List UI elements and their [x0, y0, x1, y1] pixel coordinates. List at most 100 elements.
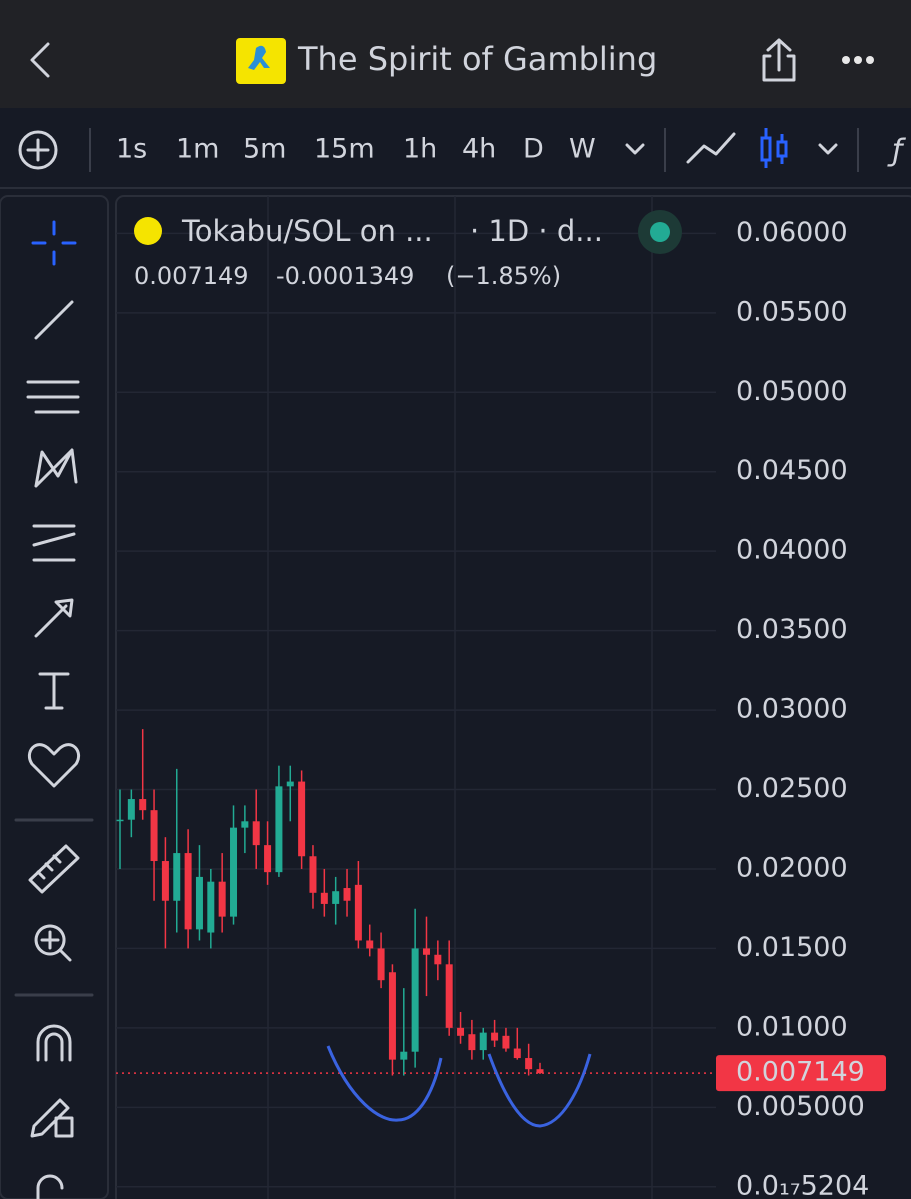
- y-tick-label: 0.02000: [736, 852, 848, 883]
- last-price-tag-label: 0.007149: [736, 1057, 865, 1088]
- candle-body: [525, 1058, 533, 1070]
- more-button[interactable]: [842, 56, 874, 64]
- interval-button[interactable]: 15m: [314, 134, 375, 165]
- favorite-tool[interactable]: [27, 743, 81, 788]
- candle-body: [366, 940, 374, 949]
- symbol-logo: [134, 217, 162, 245]
- last-price: 0.007149: [134, 262, 249, 290]
- header-bar: [0, 0, 911, 108]
- y-tick-label: 0.0₁₇5204: [736, 1170, 869, 1199]
- drawing-arc: [487, 1053, 592, 1128]
- logo-figure: [248, 45, 270, 70]
- candles: [116, 729, 716, 1076]
- ruler-tool[interactable]: [28, 844, 80, 894]
- unlock-tool[interactable]: [36, 1174, 64, 1199]
- interval-dropdown[interactable]: [625, 143, 645, 155]
- candle-body: [264, 845, 272, 873]
- lock-drawing-tool[interactable]: [30, 1098, 74, 1138]
- candle-body: [491, 1032, 499, 1041]
- y-tick-label: 0.005000: [736, 1091, 865, 1122]
- candle-body: [343, 888, 351, 901]
- candle-body: [479, 1032, 487, 1051]
- share-button[interactable]: [762, 38, 796, 82]
- interval-button[interactable]: 1h: [403, 134, 437, 165]
- interval-group: 1s 1m 5m 15m 1h 4h D W: [116, 134, 596, 165]
- y-tick-label: 0.01000: [736, 1011, 848, 1042]
- candle-body: [116, 819, 124, 822]
- price-axis: 0.06000 0.05500 0.05000 0.04500 0.04000 0.035…: [716, 217, 886, 1199]
- candle-body: [445, 964, 453, 1028]
- y-tick-label: 0.06000: [736, 217, 848, 248]
- candle-body: [127, 799, 135, 820]
- price-change: -0.0001349: [276, 262, 414, 290]
- add-button[interactable]: [18, 130, 58, 170]
- y-tick-label: 0.05500: [736, 296, 848, 327]
- candle-body: [309, 856, 317, 893]
- candle-body: [536, 1069, 544, 1074]
- interval-button[interactable]: 5m: [243, 134, 286, 165]
- candle-body: [513, 1048, 521, 1059]
- price-change-percent: (−1.85%): [446, 262, 561, 290]
- text-tool[interactable]: [38, 672, 70, 710]
- candle-body: [173, 853, 181, 901]
- candle-body: [150, 810, 158, 862]
- candle-body: [377, 948, 385, 981]
- magnet-tool[interactable]: [36, 1024, 72, 1062]
- last-price-tag: [716, 1055, 886, 1092]
- projection-tool[interactable]: [32, 524, 76, 562]
- candle-body: [195, 876, 203, 930]
- candle-body: [161, 861, 169, 901]
- candle-body: [298, 781, 306, 857]
- crosshair-tool[interactable]: [31, 220, 77, 266]
- candle-body: [286, 781, 294, 787]
- candle-body: [241, 821, 249, 828]
- candle-body: [184, 853, 192, 930]
- y-tick-label: 0.04500: [736, 455, 848, 486]
- candle-body: [230, 827, 238, 917]
- vertical-grid: [267, 196, 653, 1199]
- pattern-tool[interactable]: [34, 448, 78, 488]
- candle-body: [422, 948, 430, 955]
- candle-body: [502, 1035, 510, 1049]
- candle-body: [252, 821, 260, 846]
- page-title: The Spirit of Gambling: [297, 40, 657, 78]
- symbol-name[interactable]: Tokabu/SOL on ...: [181, 214, 433, 248]
- chart-type-dropdown[interactable]: [818, 143, 838, 155]
- zoom-tool[interactable]: [34, 924, 72, 962]
- symbol-meta: · 1D · d...: [470, 214, 603, 248]
- candle-body: [139, 799, 147, 811]
- candle-body: [275, 786, 283, 873]
- interval-button[interactable]: 1m: [176, 134, 219, 165]
- parallel-lines-tool[interactable]: [26, 380, 80, 414]
- candle-body: [468, 1034, 476, 1051]
- drawing-arc: [326, 1045, 443, 1122]
- market-status: [650, 222, 670, 242]
- back-button[interactable]: [30, 42, 50, 78]
- candle-body: [218, 881, 226, 917]
- candle-chart-button[interactable]: [760, 128, 788, 168]
- toolbar: [0, 108, 911, 188]
- candle-body: [320, 892, 328, 904]
- interval-button[interactable]: W: [569, 134, 596, 165]
- trend-line-tool[interactable]: [34, 300, 74, 340]
- candle-body: [400, 1051, 408, 1060]
- line-chart-button[interactable]: [686, 132, 736, 164]
- indicator-button[interactable]: ƒ: [887, 134, 906, 169]
- candle-body: [434, 954, 442, 965]
- candle-body: [207, 881, 215, 933]
- arrow-tool[interactable]: [34, 598, 74, 638]
- y-tick-label: 0.05000: [736, 376, 848, 407]
- interval-button[interactable]: 1s: [116, 134, 147, 165]
- y-tick-label: 0.03000: [736, 694, 848, 725]
- candle-body: [354, 884, 362, 941]
- candle-body: [332, 891, 340, 904]
- candle-body: [457, 1027, 465, 1036]
- y-tick-label: 0.01500: [736, 932, 848, 963]
- interval-button[interactable]: 4h: [462, 134, 496, 165]
- y-tick-label: 0.02500: [736, 773, 848, 804]
- interval-button[interactable]: D: [523, 134, 544, 165]
- y-tick-label: 0.04000: [736, 535, 848, 566]
- candle-body: [388, 972, 396, 1060]
- candle-body: [411, 948, 419, 1052]
